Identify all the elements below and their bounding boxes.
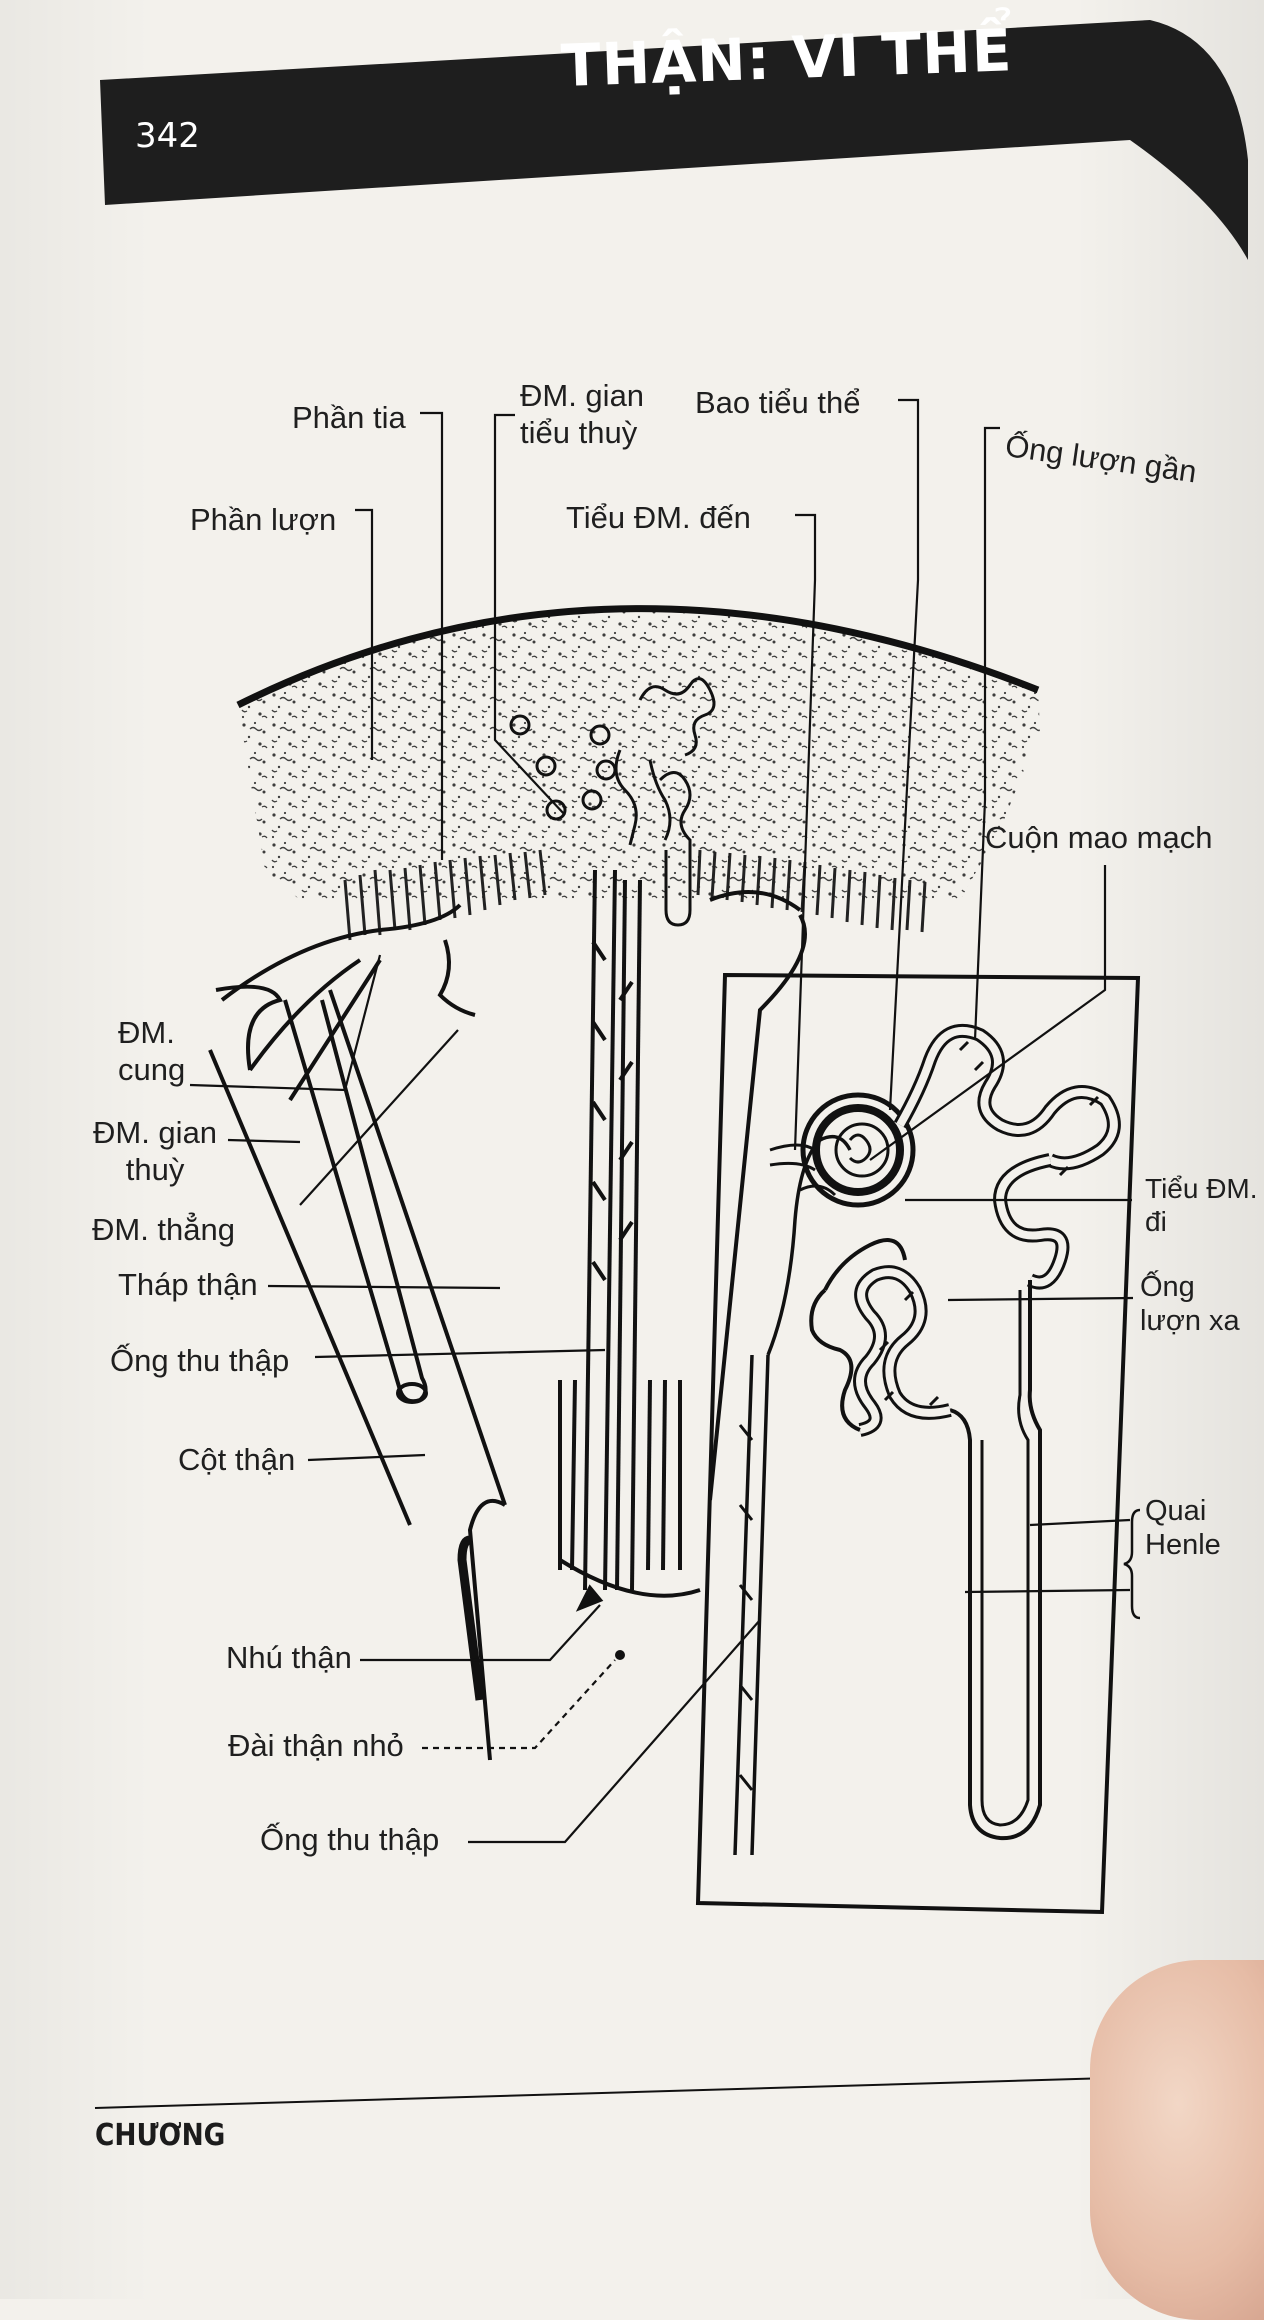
cortex-region	[236, 605, 1040, 941]
label-quai-henle: Quai Henle	[1145, 1495, 1221, 1562]
label-dm-cung: ĐM. cung	[118, 1015, 186, 1087]
label-cot-than: Cột thận	[178, 1442, 296, 1477]
label-tieu-dm-di: Tiểu ĐM. đi	[1145, 1173, 1258, 1238]
label-ong-thu-thap-2: Ống thu thập	[260, 1822, 440, 1857]
label-tieu-dm-den: Tiểu ĐM. đến	[566, 500, 751, 535]
label-ong-luon-xa: Ống lượn xa	[1140, 1271, 1240, 1338]
nephron-inset	[695, 972, 1141, 1915]
page-number: 342	[135, 116, 200, 156]
label-ong-thu-thap-1: Ống thu thập	[110, 1343, 290, 1378]
label-thap-than: Tháp thận	[118, 1267, 258, 1302]
henle-brace	[1123, 1508, 1141, 1620]
label-dm-gian-tieu-thuy: ĐM. gian tiểu thuỳ	[520, 378, 645, 450]
renal-pyramid	[208, 869, 807, 1761]
label-dai-than-nho: Đài thận nhỏ	[228, 1728, 404, 1763]
label-phan-tia: Phần tia	[292, 400, 406, 435]
footer-chapter: CHƯƠNG	[95, 2118, 226, 2153]
label-bao-tieu-the: Bao tiểu thể	[695, 385, 861, 420]
thumb-photo	[1090, 1960, 1264, 2320]
label-dm-gian-thuy: ĐM. gian thuỳ	[93, 1115, 218, 1187]
header-band	[100, 20, 1248, 260]
label-dm-thang: ĐM. thẳng	[92, 1212, 236, 1247]
cortex-glomeruli	[509, 677, 716, 927]
label-phan-luon: Phần lượn	[190, 502, 337, 537]
footer-rule	[94, 2077, 1111, 2109]
leader-lines	[189, 398, 1134, 1844]
label-cuon-mao-mach: Cuộn mao mạch	[985, 820, 1213, 855]
label-nhu-than: Nhú thận	[226, 1640, 352, 1675]
